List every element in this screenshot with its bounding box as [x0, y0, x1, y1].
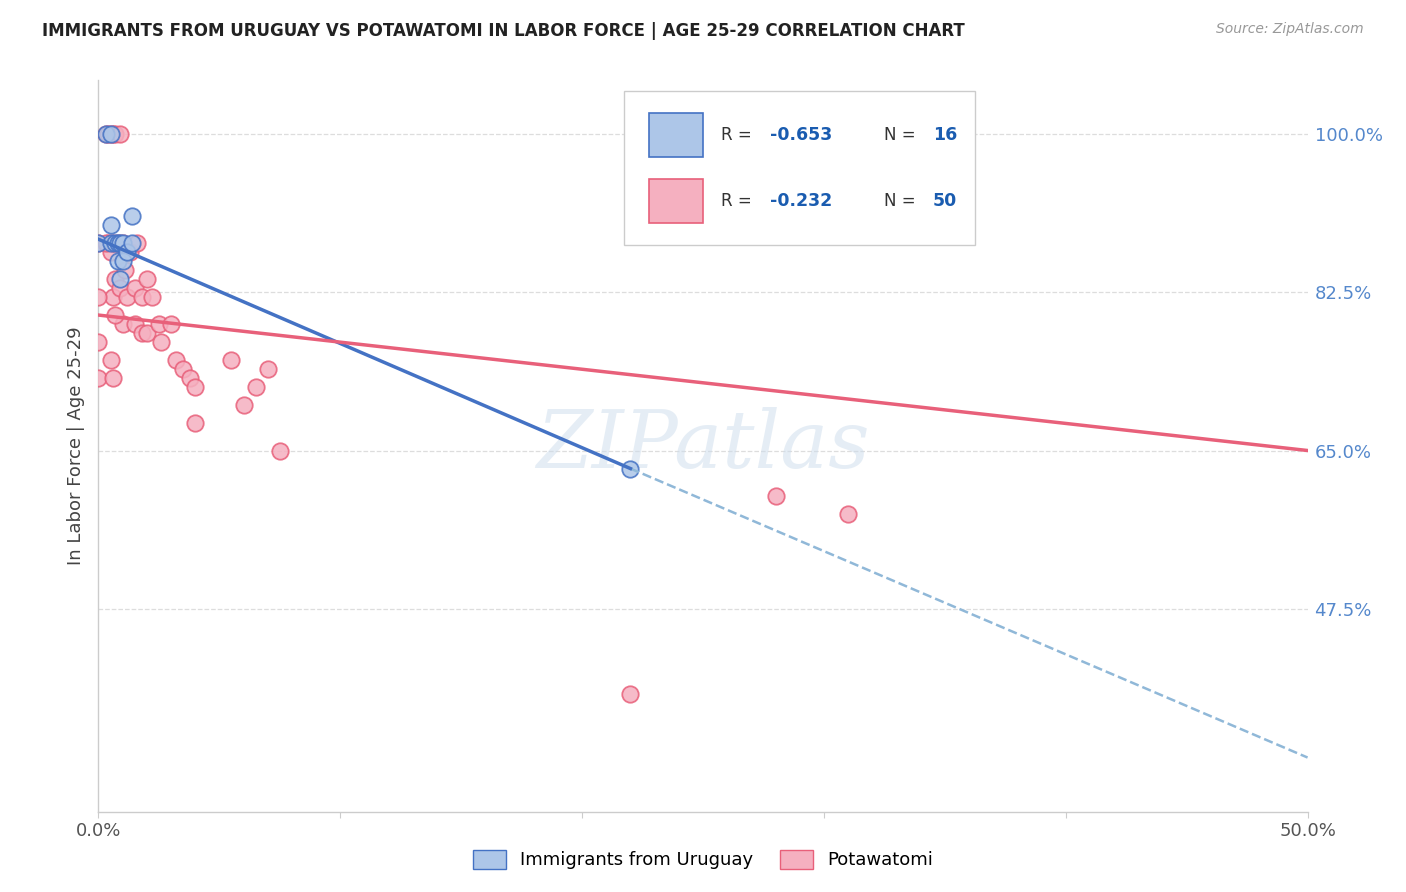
Point	[184, 380, 207, 394]
Point	[117, 290, 139, 304]
Point	[107, 235, 129, 250]
Text: N =: N =	[884, 192, 921, 210]
Text: ZIPatlas: ZIPatlas	[536, 408, 870, 484]
Text: 50: 50	[932, 192, 957, 210]
Point	[135, 272, 157, 286]
Point	[107, 235, 129, 250]
Point	[124, 317, 146, 331]
Point	[256, 362, 278, 376]
Point	[100, 353, 122, 368]
Y-axis label: In Labor Force | Age 25-29: In Labor Force | Age 25-29	[66, 326, 84, 566]
Point	[148, 317, 170, 331]
Point	[94, 128, 117, 142]
Point	[107, 253, 129, 268]
Point	[127, 235, 149, 250]
Point	[619, 461, 641, 475]
Point	[108, 128, 131, 142]
Point	[765, 489, 787, 503]
Point	[94, 235, 117, 250]
Point	[94, 128, 117, 142]
Point	[111, 317, 134, 331]
Point	[172, 362, 194, 376]
Point	[232, 398, 254, 412]
Point	[87, 371, 110, 385]
Bar	[648, 113, 703, 157]
Point	[111, 253, 134, 268]
Point	[111, 235, 134, 250]
Text: 16: 16	[932, 126, 957, 145]
Point	[108, 281, 131, 295]
Point	[121, 209, 143, 223]
Point	[101, 235, 124, 250]
Point	[124, 281, 146, 295]
Point	[121, 235, 143, 250]
Point	[104, 128, 127, 142]
Point	[245, 380, 267, 394]
Text: -0.653: -0.653	[769, 126, 832, 145]
Point	[100, 128, 122, 142]
Point	[619, 687, 641, 701]
Point	[100, 128, 122, 142]
Point	[114, 263, 136, 277]
Bar	[648, 179, 703, 223]
Point	[131, 326, 153, 340]
Point	[837, 507, 859, 521]
Point	[108, 272, 131, 286]
Legend: Immigrants from Uruguay, Potawatomi: Immigrants from Uruguay, Potawatomi	[464, 840, 942, 879]
Text: R =: R =	[721, 126, 758, 145]
Point	[97, 235, 120, 250]
Point	[100, 218, 122, 232]
Point	[101, 371, 124, 385]
Point	[101, 128, 124, 142]
Point	[269, 443, 291, 458]
Point	[100, 244, 122, 259]
Point	[118, 244, 141, 259]
Point	[111, 235, 134, 250]
Text: -0.232: -0.232	[769, 192, 832, 210]
Point	[104, 235, 127, 250]
Point	[87, 235, 110, 250]
Text: R =: R =	[721, 192, 758, 210]
Point	[165, 353, 187, 368]
Point	[221, 353, 243, 368]
Point	[101, 290, 124, 304]
Point	[87, 335, 110, 350]
Point	[104, 308, 127, 322]
Point	[184, 417, 207, 431]
Point	[135, 326, 157, 340]
Point	[117, 244, 139, 259]
Point	[160, 317, 183, 331]
Point	[179, 371, 201, 385]
Point	[141, 290, 163, 304]
Point	[97, 128, 120, 142]
Text: N =: N =	[884, 126, 921, 145]
Text: Source: ZipAtlas.com: Source: ZipAtlas.com	[1216, 22, 1364, 37]
Point	[104, 272, 127, 286]
Point	[131, 290, 153, 304]
Point	[87, 235, 110, 250]
Point	[87, 290, 110, 304]
Text: IMMIGRANTS FROM URUGUAY VS POTAWATOMI IN LABOR FORCE | AGE 25-29 CORRELATION CHA: IMMIGRANTS FROM URUGUAY VS POTAWATOMI IN…	[42, 22, 965, 40]
Point	[150, 335, 173, 350]
FancyBboxPatch shape	[624, 91, 976, 244]
Point	[100, 235, 122, 250]
Point	[108, 235, 131, 250]
